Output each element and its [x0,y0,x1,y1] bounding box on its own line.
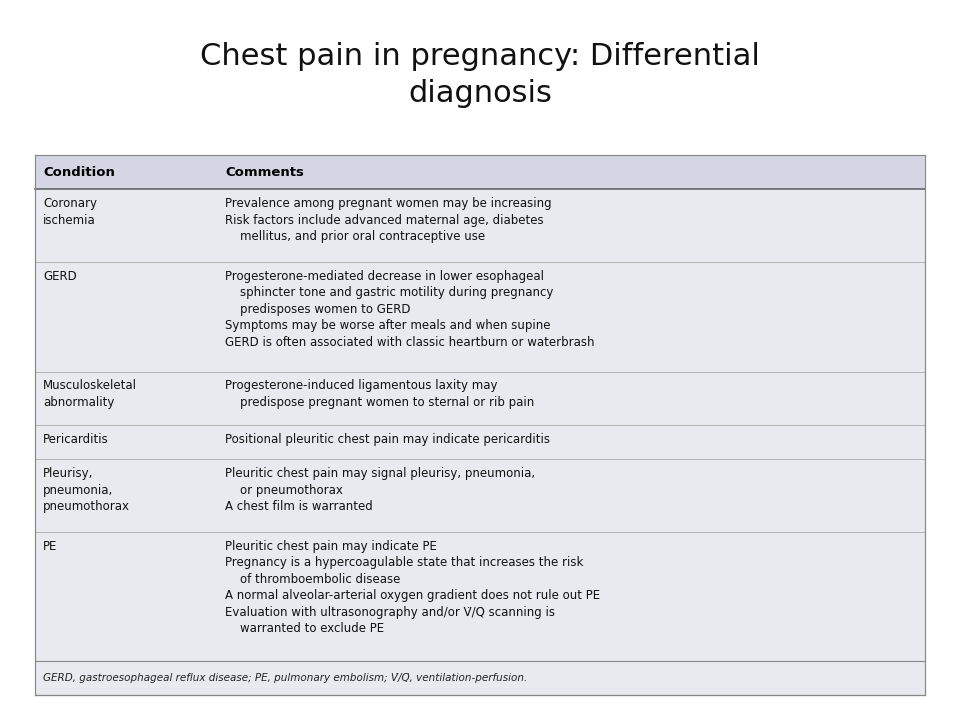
Text: Comments: Comments [226,166,304,179]
Text: GERD, gastroesophageal reflux disease; PE, pulmonary embolism; V̇/Q̇, ventilatio: GERD, gastroesophageal reflux disease; P… [43,672,527,683]
Text: Coronary
ischemia: Coronary ischemia [43,197,97,227]
Bar [35,155,925,695]
Text: Musculoskeletal
abnormality: Musculoskeletal abnormality [43,379,137,409]
Text: Pericarditis: Pericarditis [43,433,108,446]
Text: GERD: GERD [43,269,77,282]
Text: Progesterone-mediated decrease in lower esophageal
    sphincter tone and gastri: Progesterone-mediated decrease in lower … [226,269,595,348]
Text: Chest pain in pregnancy: Differential
diagnosis: Chest pain in pregnancy: Differential di… [200,42,760,108]
Text: PE: PE [43,539,58,552]
Text: Pleurisy,
pneumonia,
pneumothorax: Pleurisy, pneumonia, pneumothorax [43,467,130,513]
Text: Pleuritic chest pain may signal pleurisy, pneumonia,
    or pneumothorax
A chest: Pleuritic chest pain may signal pleurisy… [226,467,536,513]
Text: Prevalence among pregnant women may be increasing
Risk factors include advanced : Prevalence among pregnant women may be i… [226,197,552,243]
Bar [35,155,925,189]
Text: Pleuritic chest pain may indicate PE
Pregnancy is a hypercoagulable state that i: Pleuritic chest pain may indicate PE Pre… [226,539,601,635]
Text: Condition: Condition [43,166,115,179]
Text: Progesterone-induced ligamentous laxity may
    predispose pregnant women to ste: Progesterone-induced ligamentous laxity … [226,379,535,409]
Text: Positional pleuritic chest pain may indicate pericarditis: Positional pleuritic chest pain may indi… [226,433,550,446]
